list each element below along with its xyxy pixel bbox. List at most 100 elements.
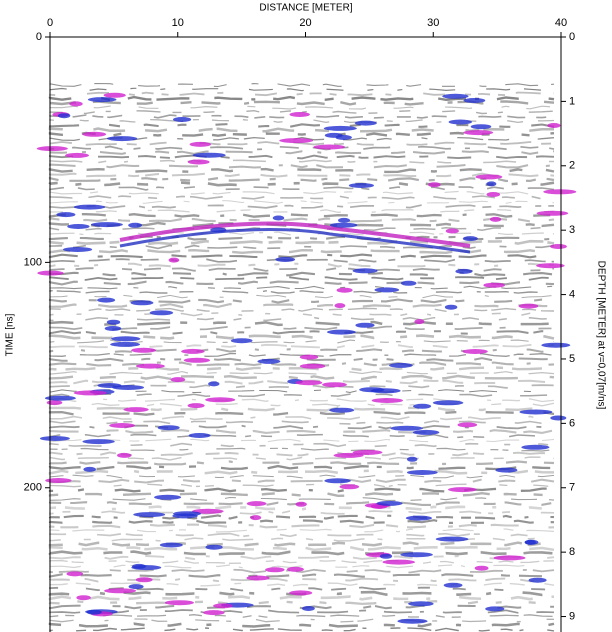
- texture-band: [48, 469, 555, 475]
- texture-blob: [73, 390, 107, 396]
- texture-band: [48, 127, 555, 133]
- texture-blob: [295, 380, 323, 386]
- texture-blob: [339, 484, 360, 490]
- texture-band: [48, 410, 555, 416]
- texture-blob: [354, 120, 377, 126]
- texture-band: [49, 442, 555, 448]
- texture-blob: [104, 588, 137, 594]
- texture-band: [48, 460, 555, 466]
- texture-band: [48, 181, 555, 187]
- texture-blob: [67, 224, 90, 229]
- texture-band: [49, 285, 555, 290]
- texture-band: [48, 514, 555, 520]
- texture-blob: [400, 280, 417, 286]
- texture-band: [49, 352, 555, 358]
- texture-blob: [406, 456, 418, 462]
- texture-blob: [257, 358, 281, 364]
- texture-blob: [82, 131, 107, 137]
- texture-band: [49, 370, 555, 376]
- texture-blob: [44, 395, 76, 401]
- texture-blob: [250, 515, 262, 521]
- texture-blob: [543, 189, 577, 195]
- texture-blob: [111, 336, 141, 342]
- x-tick-label: 30: [427, 17, 439, 29]
- texture-blob: [406, 470, 438, 475]
- texture-blob: [327, 329, 356, 335]
- texture-blob: [322, 382, 347, 388]
- texture-blob: [355, 322, 375, 328]
- texture-blob: [428, 182, 441, 188]
- texture-blob: [187, 159, 210, 165]
- texture-blob: [397, 618, 428, 624]
- texture-blob: [131, 347, 157, 353]
- texture-blob: [519, 409, 553, 415]
- texture-band: [49, 87, 555, 92]
- texture-blob: [329, 407, 355, 413]
- texture-band: [49, 91, 555, 97]
- texture-band: [49, 532, 555, 538]
- texture-band: [48, 212, 555, 218]
- radargram-image: [36, 82, 577, 632]
- y-tick-label: 0: [36, 31, 42, 43]
- texture-band: [49, 262, 555, 268]
- texture-blob: [246, 501, 267, 507]
- texture-band: [48, 253, 555, 259]
- texture-band: [49, 424, 555, 430]
- texture-blob: [376, 500, 403, 506]
- texture-band: [49, 316, 555, 322]
- texture-blob: [39, 436, 70, 441]
- y2-tick-label: 8: [569, 546, 575, 558]
- texture-band: [49, 577, 555, 583]
- texture-blob: [335, 135, 352, 140]
- texture-band: [48, 429, 555, 434]
- texture-band: [48, 271, 555, 277]
- reflector: [119, 221, 471, 248]
- texture-blob: [379, 553, 393, 559]
- texture-blob: [462, 236, 478, 242]
- texture-blob: [432, 400, 464, 406]
- texture-blob: [128, 222, 143, 228]
- texture-blob: [408, 601, 434, 607]
- texture-band: [48, 599, 555, 606]
- texture-blob: [414, 319, 425, 325]
- texture-band: [49, 163, 555, 169]
- texture-band: [49, 330, 555, 335]
- texture-blob: [333, 452, 364, 458]
- texture-band: [48, 334, 555, 340]
- texture-blob: [106, 319, 121, 325]
- texture-blob: [324, 478, 351, 484]
- texture-blob: [348, 183, 374, 188]
- y-tick-label: 100: [24, 256, 42, 268]
- texture-band: [49, 627, 555, 632]
- texture-blob: [334, 303, 346, 309]
- texture-blob: [489, 216, 502, 222]
- texture-band: [49, 190, 555, 195]
- y2-tick-label: 1: [569, 95, 575, 107]
- texture-band: [48, 239, 555, 246]
- y2-tick-label: 3: [569, 224, 575, 236]
- texture-blob: [495, 467, 518, 473]
- texture-band: [49, 276, 555, 281]
- texture-blob: [36, 146, 68, 152]
- texture-blob: [109, 423, 135, 428]
- texture-blob: [338, 217, 350, 223]
- texture-band: [49, 604, 555, 610]
- texture-blob: [323, 125, 357, 131]
- texture-band: [49, 145, 555, 151]
- texture-blob: [524, 539, 536, 545]
- texture-band: [48, 302, 555, 309]
- texture-blob: [536, 263, 565, 269]
- y2-tick-label: 7: [569, 482, 575, 494]
- texture-band: [49, 204, 555, 209]
- texture-band: [49, 397, 555, 403]
- texture-band: [49, 614, 555, 619]
- texture-blob: [110, 341, 141, 347]
- texture-blob: [135, 363, 165, 369]
- texture-blob: [205, 544, 223, 550]
- texture-blob: [329, 222, 358, 228]
- texture-band: [48, 406, 555, 412]
- texture-band: [49, 420, 555, 425]
- texture-blob: [66, 571, 84, 577]
- texture-band: [49, 510, 555, 515]
